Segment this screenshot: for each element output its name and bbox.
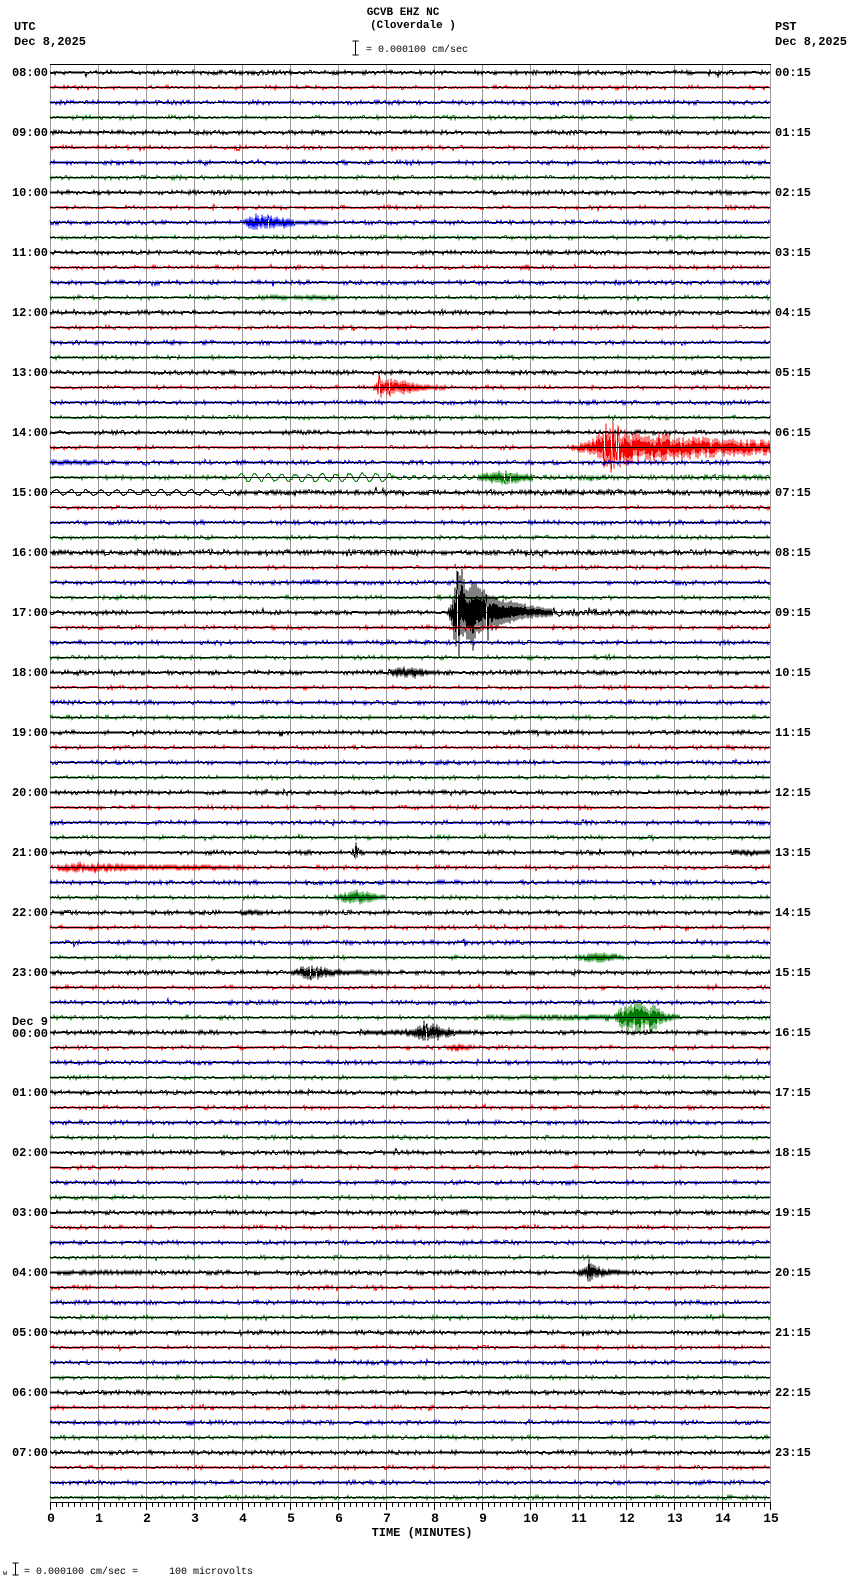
svg-text:12:15: 12:15 (775, 786, 811, 800)
svg-text:07:00: 07:00 (12, 1446, 48, 1460)
svg-text:09:00: 09:00 (12, 126, 48, 140)
svg-text:Dec 8,2025: Dec 8,2025 (14, 35, 86, 49)
svg-text:8: 8 (431, 1511, 439, 1526)
svg-text:20:00: 20:00 (12, 786, 48, 800)
svg-text:15:15: 15:15 (775, 966, 811, 980)
svg-text:13:00: 13:00 (12, 366, 48, 380)
svg-text:00:15: 00:15 (775, 66, 811, 80)
svg-text:05:00: 05:00 (12, 1326, 48, 1340)
svg-text:Dec 9: Dec 9 (12, 1015, 48, 1029)
svg-text:19:15: 19:15 (775, 1206, 811, 1220)
svg-text:12:00: 12:00 (12, 306, 48, 320)
svg-text:14:00: 14:00 (12, 426, 48, 440)
svg-text:21:15: 21:15 (775, 1326, 811, 1340)
svg-text:19:00: 19:00 (12, 726, 48, 740)
svg-text:13:15: 13:15 (775, 846, 811, 860)
svg-text:UTC: UTC (14, 20, 36, 34)
svg-text:2: 2 (143, 1511, 151, 1526)
svg-text:4: 4 (239, 1511, 247, 1526)
svg-text:05:15: 05:15 (775, 366, 811, 380)
svg-text:17:00: 17:00 (12, 606, 48, 620)
svg-text:5: 5 (287, 1511, 295, 1526)
svg-text:03:15: 03:15 (775, 246, 811, 260)
svg-text:13: 13 (667, 1511, 683, 1526)
svg-text:14: 14 (715, 1511, 731, 1526)
svg-text:16:15: 16:15 (775, 1026, 811, 1040)
svg-text:11:00: 11:00 (12, 246, 48, 260)
svg-text:22:15: 22:15 (775, 1386, 811, 1400)
svg-text:02:15: 02:15 (775, 186, 811, 200)
svg-text:w: w (3, 1570, 8, 1578)
svg-text:23:00: 23:00 (12, 966, 48, 980)
svg-text:21:00: 21:00 (12, 846, 48, 860)
svg-text:08:15: 08:15 (775, 546, 811, 560)
svg-text:7: 7 (383, 1511, 391, 1526)
svg-text:20:15: 20:15 (775, 1266, 811, 1280)
svg-text:04:00: 04:00 (12, 1266, 48, 1280)
svg-text:= 0.000100 cm/sec: = 0.000100 cm/sec (366, 44, 468, 56)
svg-text:16:00: 16:00 (12, 546, 48, 560)
svg-text:PST: PST (775, 20, 797, 34)
svg-text:15: 15 (763, 1511, 779, 1526)
svg-text:9: 9 (479, 1511, 487, 1526)
svg-text:11:15: 11:15 (775, 726, 811, 740)
svg-text:TIME (MINUTES): TIME (MINUTES) (372, 1526, 473, 1540)
svg-text:= 0.000100 cm/sec =: = 0.000100 cm/sec = (24, 1566, 138, 1578)
svg-text:01:15: 01:15 (775, 126, 811, 140)
svg-text:12: 12 (619, 1511, 635, 1526)
svg-text:00:00: 00:00 (12, 1027, 48, 1041)
svg-text:10:15: 10:15 (775, 666, 811, 680)
svg-text:0: 0 (47, 1511, 55, 1526)
svg-text:23:15: 23:15 (775, 1446, 811, 1460)
svg-text:22:00: 22:00 (12, 906, 48, 920)
svg-text:11: 11 (571, 1511, 587, 1526)
svg-text:15:00: 15:00 (12, 486, 48, 500)
svg-text:06:00: 06:00 (12, 1386, 48, 1400)
svg-text:17:15: 17:15 (775, 1086, 811, 1100)
svg-text:GCVB EHZ NC: GCVB EHZ NC (367, 7, 440, 19)
svg-text:Dec 8,2025: Dec 8,2025 (775, 35, 847, 49)
svg-text:18:00: 18:00 (12, 666, 48, 680)
svg-text:03:00: 03:00 (12, 1206, 48, 1220)
svg-text:04:15: 04:15 (775, 306, 811, 320)
svg-text:01:00: 01:00 (12, 1086, 48, 1100)
svg-text:09:15: 09:15 (775, 606, 811, 620)
svg-text:6: 6 (335, 1511, 343, 1526)
svg-text:100 microvolts: 100 microvolts (169, 1566, 253, 1578)
svg-text:(Cloverdale ): (Cloverdale ) (370, 20, 456, 32)
svg-text:1: 1 (95, 1511, 103, 1526)
svg-text:18:15: 18:15 (775, 1146, 811, 1160)
svg-text:3: 3 (191, 1511, 199, 1526)
svg-text:07:15: 07:15 (775, 486, 811, 500)
svg-text:10: 10 (523, 1511, 539, 1526)
svg-text:06:15: 06:15 (775, 426, 811, 440)
svg-text:08:00: 08:00 (12, 66, 48, 80)
svg-text:02:00: 02:00 (12, 1146, 48, 1160)
svg-text:10:00: 10:00 (12, 186, 48, 200)
svg-text:14:15: 14:15 (775, 906, 811, 920)
